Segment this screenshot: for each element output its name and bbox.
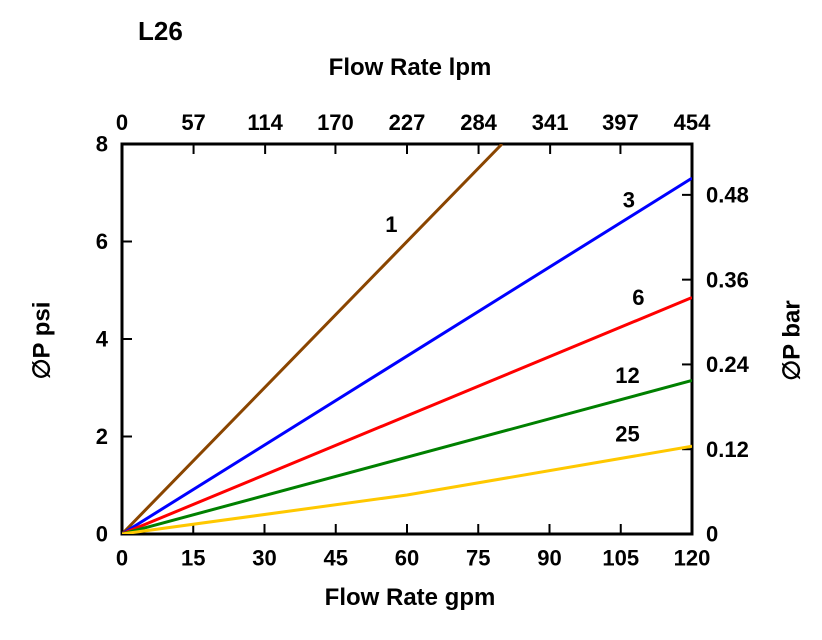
left-tick-label: 2 [96, 424, 108, 449]
top-tick-label: 454 [674, 110, 711, 135]
left-tick-label: 4 [96, 327, 109, 352]
chart-title: L26 [138, 16, 183, 47]
series-line [122, 178, 692, 534]
series-label: 1 [385, 212, 397, 237]
plot-border [122, 144, 692, 534]
bottom-tick-label: 45 [324, 546, 348, 571]
top-tick-label: 227 [389, 110, 426, 135]
bottom-tick-label: 90 [537, 546, 561, 571]
top-tick-label: 341 [532, 110, 569, 135]
bottom-tick-label: 0 [116, 546, 128, 571]
left-tick-label: 8 [96, 132, 108, 157]
series-line [122, 298, 692, 534]
bottom-tick-label: 15 [181, 546, 205, 571]
series-label: 12 [615, 363, 639, 388]
top-tick-label: 0 [116, 110, 128, 135]
right-tick-label: 0.12 [706, 437, 749, 462]
axis-right-title: ∅P bar [778, 281, 807, 401]
top-tick-label: 57 [181, 110, 205, 135]
bottom-tick-label: 105 [602, 546, 639, 571]
right-tick-label: 0.48 [706, 183, 749, 208]
bottom-tick-label: 120 [674, 546, 711, 571]
top-tick-label: 170 [317, 110, 354, 135]
axis-left-title: ∅P psi [28, 281, 57, 401]
top-tick-label: 397 [602, 110, 639, 135]
series-line [122, 446, 692, 534]
chart-svg: 0571141702272843413974540153045607590105… [0, 0, 822, 640]
right-tick-label: 0.24 [706, 352, 750, 377]
axis-bottom-title: Flow Rate gpm [310, 584, 510, 612]
series-label: 25 [615, 421, 639, 446]
axis-top-title: Flow Rate lpm [320, 54, 500, 82]
bottom-tick-label: 75 [466, 546, 490, 571]
right-tick-label: 0.36 [706, 267, 749, 292]
left-tick-label: 6 [96, 229, 108, 254]
series-line [122, 144, 502, 534]
series-label: 6 [632, 285, 644, 310]
bottom-tick-label: 60 [395, 546, 419, 571]
right-tick-label: 0 [706, 522, 718, 547]
series-label: 3 [623, 187, 635, 212]
chart-container: L26 Flow Rate lpm Flow Rate gpm ∅P psi ∅… [0, 0, 822, 640]
top-tick-label: 114 [247, 110, 283, 135]
top-tick-label: 284 [460, 110, 497, 135]
bottom-tick-label: 30 [252, 546, 276, 571]
left-tick-label: 0 [96, 522, 108, 547]
series-line [122, 380, 692, 534]
